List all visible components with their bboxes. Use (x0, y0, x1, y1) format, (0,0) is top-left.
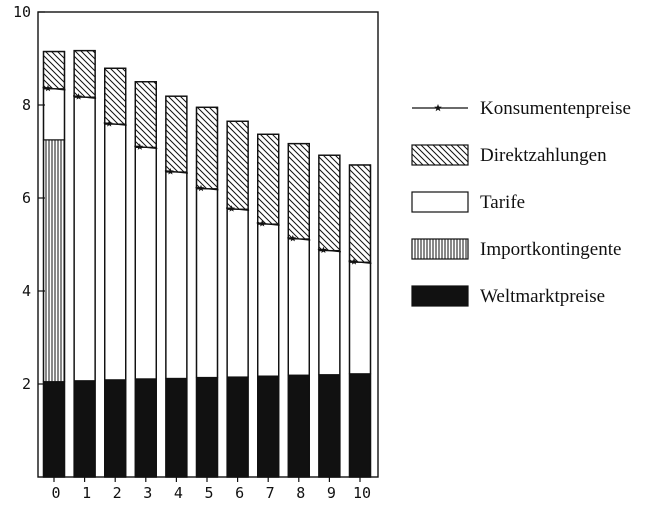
legend-swatch-importkontingente (411, 238, 469, 260)
bar-direktzahlungen-4 (165, 95, 188, 173)
bar-tarife-5 (195, 188, 219, 379)
bar-tarife-9 (318, 249, 341, 376)
legend-item-konsumentenpreise: Konsumentenpreise (412, 98, 631, 119)
consumer-price-point-10 (350, 258, 358, 265)
x-tick-label-8: 8 (296, 484, 305, 502)
x-tick-label-3: 3 (143, 484, 152, 502)
y-tick-label-6: 6 (22, 189, 31, 207)
bar-weltmarktpreise-9 (318, 374, 341, 478)
bar-weltmarktpreise-10 (348, 373, 372, 478)
x-tick-label-5: 5 (204, 484, 213, 502)
legend-label-importkontingente: Importkontingente (480, 239, 621, 260)
bar-weltmarktpreise-1 (73, 380, 96, 478)
bar-weltmarktpreise-6 (226, 376, 249, 478)
bar-weltmarktpreise-4 (165, 377, 188, 478)
consumer-price-point-6 (228, 205, 236, 212)
consumer-price-point-3 (136, 143, 144, 150)
legend-label-direktzahlungen: Direktzahlungen (480, 145, 607, 166)
consumer-price-point-9 (319, 246, 327, 254)
legend-label-tarife: Tarife (480, 192, 525, 213)
legend-swatch-direktzahlungen (411, 144, 469, 166)
bar-weltmarktpreise-0 (42, 381, 66, 478)
x-tick-label-4: 4 (174, 484, 183, 502)
legend-item-tarife: Tarife (411, 191, 525, 213)
bar-tarife-8 (287, 238, 310, 376)
consumer-price-point-4 (166, 167, 174, 175)
bar-tarife-3 (134, 146, 157, 380)
x-tick-label-10: 10 (353, 484, 371, 502)
bar-tarife-7 (257, 223, 280, 377)
consumer-price-point-2 (105, 120, 113, 127)
bar-weltmarktpreise-3 (134, 378, 157, 478)
y-tick-label-10: 10 (13, 3, 31, 21)
legend-item-importkontingente: Importkontingente (411, 238, 621, 260)
legend: Konsumentenpreise Direktzahlungen Tarife Im… (411, 98, 631, 307)
y-tick-label-8: 8 (22, 96, 31, 114)
y-tick-label-2: 2 (22, 375, 31, 393)
legend-swatch-weltmarktpreise (411, 285, 469, 307)
consumer-price-point-0 (44, 84, 52, 92)
axes-layer: 2 4 6 8 10 0 1 2 3 4 5 6 7 8 9 10 (13, 3, 379, 502)
consumer-price-point-7 (258, 220, 266, 227)
plot-frame (37, 11, 379, 478)
bar-tarife-4 (165, 171, 188, 380)
x-tick-label-0: 0 (51, 484, 60, 502)
bar-tarife-10 (348, 261, 372, 375)
bar-weltmarktpreise-7 (257, 375, 280, 478)
x-tick-label-7: 7 (266, 484, 275, 502)
bar-importkontingente-0 (42, 139, 66, 383)
bar-direktzahlungen-8 (287, 142, 310, 240)
x-tick-label-9: 9 (327, 484, 336, 502)
bar-weltmarktpreise-2 (104, 379, 127, 478)
bar-tarife-2 (104, 123, 127, 381)
legend-item-weltmarktpreise: Weltmarktpreise (411, 285, 605, 307)
bars-layer (42, 49, 372, 478)
bar-weltmarktpreise-8 (287, 374, 310, 478)
consumer-price-line-layer (42, 84, 372, 265)
consumer-price-point-1 (75, 93, 83, 100)
bar-direktzahlungen-9 (318, 154, 341, 252)
bar-direktzahlungen-1 (73, 49, 96, 98)
bar-direktzahlungen-5 (195, 106, 219, 190)
legend-label-konsumentenpreise: Konsumentenpreise (480, 98, 631, 119)
bar-tarife-1 (73, 96, 96, 382)
bar-direktzahlungen-3 (134, 81, 157, 148)
bar-direktzahlungen-2 (104, 67, 127, 125)
x-tick-label-2: 2 (113, 484, 122, 502)
bar-tarife-6 (226, 208, 249, 378)
bar-direktzahlungen-0 (42, 50, 66, 90)
consumer-price-point-8 (289, 234, 297, 242)
x-tick-label-1: 1 (82, 484, 91, 502)
bar-direktzahlungen-10 (348, 164, 372, 263)
legend-item-direktzahlungen: Direktzahlungen (411, 144, 607, 166)
bar-direktzahlungen-6 (226, 120, 249, 210)
legend-swatch-tarife (411, 191, 469, 213)
consumer-price-point-5 (197, 184, 205, 192)
bar-direktzahlungen-7 (257, 133, 280, 225)
bar-weltmarktpreise-5 (195, 376, 219, 478)
legend-star-icon (434, 104, 442, 112)
y-tick-label-4: 4 (22, 282, 31, 300)
x-tick-label-6: 6 (235, 484, 244, 502)
legend-label-weltmarktpreise: Weltmarktpreise (480, 286, 605, 307)
bar-tarife-0 (42, 88, 66, 141)
